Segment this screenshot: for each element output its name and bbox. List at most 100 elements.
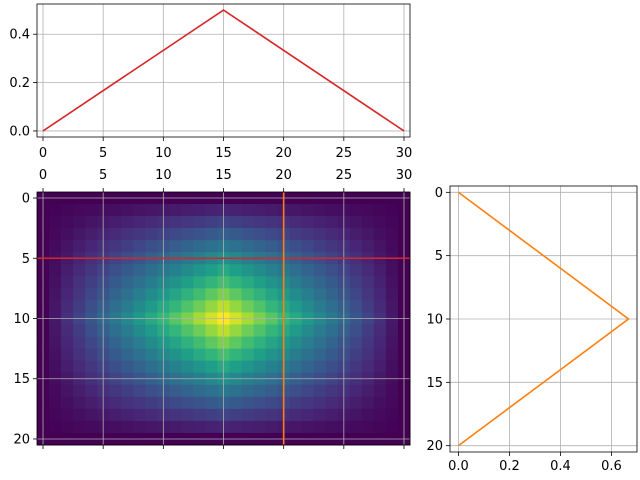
heatmap-cell: [61, 228, 74, 241]
heatmap-cell: [385, 348, 399, 362]
heatmap-cell: [193, 336, 206, 350]
heatmap-cell: [361, 228, 375, 241]
heatmap-cell: [121, 420, 134, 434]
heatmap-cell: [313, 408, 327, 422]
heatmap-cell: [205, 396, 218, 410]
heatmap-cell: [229, 420, 242, 434]
heatmap-cell: [61, 288, 74, 301]
heatmap-cell: [145, 300, 158, 313]
heatmap-cell: [301, 216, 315, 229]
heatmap-cell: [205, 276, 218, 289]
heatmap-cell: [265, 240, 279, 253]
heatmap-cell: [229, 324, 242, 337]
heatmap-cell: [205, 408, 218, 422]
heatmap-cell: [169, 264, 182, 277]
heatmap-cell: [265, 300, 279, 313]
heatmap-cell: [133, 396, 146, 410]
heatmap-cell: [325, 264, 339, 277]
heatmap-cell: [49, 228, 62, 241]
heatmap-cell: [193, 228, 206, 241]
heatmap-cell: [241, 396, 254, 410]
heatmap-cell: [205, 204, 218, 217]
heatmap-cell: [253, 204, 267, 217]
heatmap-cell: [349, 420, 363, 434]
heatmap-cell: [265, 204, 279, 217]
heatmap-cell: [349, 300, 363, 313]
heatmap-cell: [325, 228, 339, 241]
heatmap-cell: [361, 420, 375, 434]
heatmap-cell: [49, 300, 62, 313]
heatmap-cell: [325, 240, 339, 253]
heatmap-cell: [229, 300, 242, 313]
heatmap-cell: [349, 348, 363, 362]
heatmap-cell: [205, 324, 218, 337]
heatmap-cell: [289, 324, 303, 337]
heatmap-cell: [133, 204, 146, 217]
heatmap-cell: [169, 324, 182, 337]
heatmap-cell: [169, 240, 182, 253]
heatmap-y-tick-label: 0: [22, 192, 30, 207]
heatmap-cell: [193, 204, 206, 217]
heatmap-cell: [109, 336, 122, 350]
heatmap-cell: [289, 336, 303, 350]
heatmap-cell: [241, 420, 254, 434]
heatmap-cell: [169, 216, 182, 229]
heatmap-cell: [289, 204, 303, 217]
heatmap-cell: [73, 396, 86, 410]
heatmap-cell: [289, 228, 303, 241]
heatmap-cell: [181, 228, 194, 241]
heatmap-cell: [313, 360, 327, 374]
heatmap-cell: [313, 204, 327, 217]
top-x-tick-label: 5: [99, 146, 107, 161]
heatmap-cell: [109, 360, 122, 374]
heatmap-cell: [361, 348, 375, 362]
heatmap-cell: [241, 240, 254, 253]
heatmap-cell: [253, 288, 267, 301]
heatmap-cell: [253, 264, 267, 277]
heatmap-cell: [133, 324, 146, 337]
heatmap-cell: [85, 384, 98, 398]
heatmap-cell: [325, 324, 339, 337]
heatmap-cell: [301, 264, 315, 277]
heatmap-cell: [301, 408, 315, 422]
heatmap-cell: [253, 300, 267, 313]
heatmap-cell: [385, 300, 399, 313]
heatmap-cell: [145, 336, 158, 350]
heatmap-cell: [145, 240, 158, 253]
heatmap-cell: [301, 324, 315, 337]
heatmap-cell: [313, 396, 327, 410]
heatmap-cell: [349, 384, 363, 398]
heatmap-cell: [205, 288, 218, 301]
heatmap-cell: [109, 324, 122, 337]
heatmap-cell: [169, 300, 182, 313]
heatmap-cell: [145, 288, 158, 301]
heatmap-cell: [241, 324, 254, 337]
heatmap-cell: [85, 336, 98, 350]
heatmap-cell: [313, 228, 327, 241]
heatmap-cell: [325, 348, 339, 362]
right-y-tick-label: 0: [435, 186, 443, 201]
heatmap-cell: [229, 408, 242, 422]
heatmap-cell: [169, 420, 182, 434]
heatmap-cell: [133, 288, 146, 301]
heatmap-cell: [145, 324, 158, 337]
heatmap-cell: [373, 264, 387, 277]
heatmap-cell: [181, 204, 194, 217]
heatmap-top-tick-label: 5: [99, 168, 107, 183]
heatmap-cell: [121, 336, 134, 350]
heatmap-cell: [349, 204, 363, 217]
heatmap-cell: [313, 420, 327, 434]
heatmap-cell: [193, 216, 206, 229]
heatmap-cell: [349, 324, 363, 337]
heatmap-cell: [301, 348, 315, 362]
heatmap-cell: [73, 384, 86, 398]
heatmap-cell: [121, 384, 134, 398]
heatmap-cell: [49, 336, 62, 350]
heatmap-cell: [241, 408, 254, 422]
heatmap-cell: [85, 420, 98, 434]
heatmap-cell: [205, 228, 218, 241]
heatmap-y-tick-label: 10: [13, 312, 30, 327]
heatmap-cell: [61, 348, 74, 362]
heatmap-cell: [49, 276, 62, 289]
heatmap-cell: [145, 204, 158, 217]
